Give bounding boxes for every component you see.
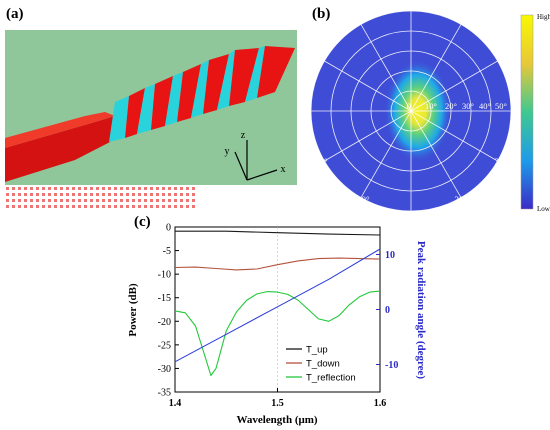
- radial-label-10: 10°: [425, 101, 437, 111]
- legend-entry: T_up: [306, 345, 328, 356]
- legend-entry: T_down: [306, 359, 340, 370]
- y2-tick-label: 0: [385, 305, 390, 316]
- angle-label-300: 300°: [454, 195, 472, 205]
- y2-tick-label: -10: [385, 360, 398, 371]
- radial-label-40: 40°: [479, 101, 491, 111]
- axes-glyph: [234, 140, 278, 181]
- left-axis-ticks: 0 -5 -10 -15 -20 -25 -30 -35: [158, 223, 179, 399]
- render-bottom-artifact: [5, 185, 195, 210]
- colorbar-high-label: High: [537, 13, 550, 21]
- right-axis-ticks: 10 0 -10: [376, 250, 398, 371]
- panel-a-label: (a): [6, 6, 24, 22]
- radial-label-30: 30°: [462, 101, 474, 111]
- series-line-peak-angle: [174, 248, 381, 363]
- colorbar: [520, 14, 534, 210]
- series-line-t-up: [175, 230, 381, 236]
- axis-z-label: z: [241, 130, 246, 141]
- y-tick-label: 0: [166, 223, 171, 234]
- y-tick-label: -15: [158, 293, 171, 304]
- polar-grid: [310, 10, 512, 212]
- series-line-t-down: [174, 257, 381, 271]
- angle-label-120: 120°: [350, 15, 368, 25]
- y-tick-label: -10: [158, 270, 171, 281]
- x-tick-label: 1.4: [169, 398, 182, 409]
- chart-series: [174, 230, 381, 377]
- colorbar-low-label: Low: [537, 205, 550, 213]
- panel-c-label: (c): [134, 214, 151, 230]
- y-tick-label: -5: [163, 246, 171, 257]
- y-tick-label: -25: [158, 340, 171, 351]
- x-tick-label: 1.5: [271, 398, 284, 409]
- radial-label-0: 0: [407, 101, 411, 111]
- y-tick-label: -30: [158, 364, 171, 375]
- polar-farfield: 120° 60° 150° 210° 330° 240° 300° 0 10° …: [310, 10, 550, 213]
- x-tick-label: 1.6: [374, 398, 387, 409]
- angle-label-210: 210°: [310, 157, 328, 167]
- x-axis-label: Wavelength (μm): [236, 414, 317, 426]
- angle-label-330: 330°: [494, 157, 512, 167]
- waveguide-top: [5, 112, 115, 148]
- y-axis-label: Power (dB): [127, 283, 139, 337]
- axis-x-label: x: [281, 164, 286, 175]
- radial-label-20: 20°: [445, 101, 457, 111]
- axis-y-label: y: [225, 146, 230, 157]
- y2-tick-label: 10: [385, 250, 395, 261]
- y-tick-label: -20: [158, 317, 171, 328]
- panel-b-label: (b): [312, 6, 331, 22]
- y-tick-label: -35: [158, 388, 171, 399]
- y2-axis-label: Peak radiation angle (degree): [415, 241, 427, 380]
- waveguide-taper: [5, 116, 115, 182]
- legend-entry: T_reflection: [306, 373, 356, 384]
- angle-label-60: 60°: [457, 15, 470, 25]
- spectrum-chart: 0 -5 -10 -15 -20 -25 -30 -35 10 0 -10 1.4 1.5 1.6 T…: [127, 223, 427, 427]
- series-line-t-reflection: [174, 290, 381, 377]
- angle-label-150: 150°: [311, 52, 329, 62]
- grating-bars: [109, 46, 295, 142]
- radial-label-50: 50°: [495, 101, 507, 111]
- grating-render: z y x: [5, 30, 297, 210]
- x-axis-ticks: 1.4 1.5 1.6: [169, 388, 387, 409]
- chart-legend: T_up T_down T_reflection: [286, 345, 356, 384]
- angle-label-240: 240°: [352, 195, 370, 205]
